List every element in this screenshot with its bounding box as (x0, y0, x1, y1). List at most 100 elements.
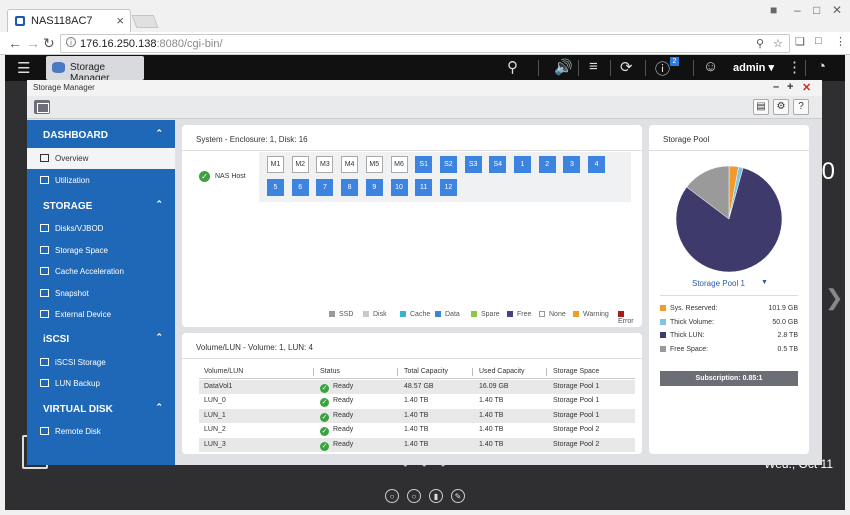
sidebar-item-storage-space[interactable]: Storage Space (27, 240, 175, 261)
sync-icon[interactable]: ⟳ (620, 59, 633, 76)
disk-slot-4[interactable]: 4 (588, 156, 606, 173)
section-iscsi[interactable]: iSCSI ⌃ (27, 326, 175, 352)
main-menu-icon[interactable]: ☰ (17, 60, 31, 77)
disk-slot-10[interactable]: 10 (390, 179, 408, 196)
disk-slot-1[interactable]: 1 (514, 156, 531, 173)
disk-slot-2[interactable]: 2 (538, 156, 556, 173)
table-row[interactable]: LUN_2 ✓ Ready 1.40 TB 1.40 TB Storage Pool 2 (199, 423, 635, 437)
table-row[interactable]: DataVol1 ✓ Ready 48.57 GB 16.09 GB Storage Po… (199, 380, 635, 394)
disk-slot-9[interactable]: 9 (365, 179, 383, 196)
window-title: Storage Manager (33, 83, 95, 92)
cache-icon (40, 267, 49, 275)
collapse-icon[interactable]: ⌃ (155, 402, 163, 412)
reload-icon[interactable]: ↻ (43, 35, 55, 51)
window-titlebar[interactable]: Storage Manager – + ✕ (27, 80, 822, 96)
settings-gear-icon[interactable]: ⚙ (773, 99, 789, 115)
disk-slot-11[interactable]: 11 (415, 179, 433, 196)
user-icon[interactable]: ☺ (703, 58, 719, 75)
disk-slot-m4[interactable]: M4 (341, 156, 359, 173)
minimize-icon[interactable]: – (794, 3, 801, 17)
disk-slot-s4[interactable]: S4 (489, 156, 507, 173)
sidebar-item-utilization[interactable]: Utilization (27, 170, 175, 191)
table-row[interactable]: LUN_3 ✓ Ready 1.40 TB 1.40 TB Storage Pool 2 (199, 437, 635, 452)
dropdown-arrow-icon[interactable]: ▼ (761, 279, 768, 286)
pool-breakdown-row: Free Space: 0.5 TB (660, 345, 798, 353)
close-window-icon[interactable]: ✕ (832, 3, 843, 17)
info-icon[interactable]: i (66, 37, 76, 47)
disk-slot-m5[interactable]: M5 (365, 156, 383, 173)
key-icon[interactable]: ⚲ (756, 38, 765, 50)
menu-icon[interactable]: ⋮ (835, 36, 846, 48)
window-close-icon[interactable]: ✕ (802, 82, 812, 94)
dock-app-icon-3[interactable]: ▮ (429, 489, 443, 503)
dock-app-icon-4[interactable]: ✎ (451, 489, 465, 503)
url-path: :8080/cgi-bin/ (156, 38, 223, 50)
sidebar-item-disks[interactable]: Disks/VJBOD (27, 218, 175, 239)
disk-slot-s2[interactable]: S2 (439, 156, 457, 173)
background-tasks-icon[interactable]: ≡ (589, 58, 598, 75)
notification-icon[interactable]: ⓘ (655, 61, 671, 78)
maximize-icon[interactable]: □ (813, 3, 821, 17)
collapse-icon[interactable]: ⌃ (155, 332, 163, 342)
back-icon[interactable]: ← (8, 35, 22, 51)
collapse-icon[interactable]: ⌃ (155, 128, 163, 138)
overview-icon (40, 154, 49, 162)
more-options-icon[interactable]: ⋮ (787, 59, 802, 76)
table-row[interactable]: LUN_0 ✓ Ready 1.40 TB 1.40 TB Storage Pool 1 (199, 394, 635, 408)
section-dashboard[interactable]: DASHBOARD ⌃ (27, 122, 175, 148)
disk-slot-s1[interactable]: S1 (415, 156, 433, 173)
extension-icon[interactable]: ❏ (795, 36, 805, 48)
section-label: iSCSI (43, 334, 70, 345)
disk-slot-8[interactable]: 8 (341, 179, 359, 196)
new-tab-button[interactable] (131, 15, 159, 28)
help-icon[interactable]: ? (793, 99, 809, 115)
next-page-arrow-icon[interactable]: ❯ (825, 285, 844, 310)
disk-slot-m3[interactable]: M3 (316, 156, 334, 173)
collapse-icon[interactable]: ⌃ (155, 199, 163, 209)
legend-label: SSD (339, 311, 354, 318)
disk-slot-s3[interactable]: S3 (464, 156, 482, 173)
sidebar-item-remote-disk[interactable]: Remote Disk (27, 421, 175, 442)
sidebar-item-lun-backup[interactable]: LUN Backup (27, 373, 175, 394)
window-maximize-icon[interactable]: + (787, 81, 794, 93)
legend-swatch (329, 311, 335, 317)
sidebar-item-external-device[interactable]: External Device (27, 304, 175, 325)
app-menu-icon[interactable] (34, 100, 50, 114)
disk-slot-m6[interactable]: M6 (390, 156, 408, 173)
table-row[interactable]: LUN_1 ✓ Ready 1.40 TB 1.40 TB Storage Pool 1 (199, 408, 635, 423)
disk-slot-7[interactable]: 7 (316, 179, 334, 196)
search-icon[interactable]: ⚲ (507, 59, 518, 76)
snapshot-icon[interactable]: ▤ (753, 99, 769, 115)
forward-icon[interactable]: → (26, 35, 40, 51)
address-bar[interactable]: i 176.16.250.138:8080/cgi-bin/ ⚲ ☆ (60, 34, 790, 53)
disk-slot-5[interactable]: 5 (267, 179, 284, 196)
disk-grid: M1 M2 M3 M4 M5 M6 S1 S2 S3 S4 1 2 3 4 5 6 7 8 9 10 11 12 (259, 152, 631, 202)
pool-selector[interactable]: Storage Pool 1 (692, 279, 745, 288)
disk-slot-12[interactable]: 12 (439, 179, 457, 196)
section-storage[interactable]: STORAGE ⌃ (27, 193, 175, 219)
dashboard-gauge-icon[interactable]: ◔ (817, 58, 827, 75)
dock-app-icon-2[interactable]: ○ (407, 489, 421, 503)
ready-check-icon: ✓ (320, 441, 329, 451)
storage-manager-taskbar-tab[interactable]: Storage Manager (46, 56, 144, 84)
star-icon[interactable]: ☆ (773, 38, 783, 50)
user-menu[interactable]: admin ▾ (733, 62, 774, 74)
dock-app-icon-1[interactable]: ○ (385, 489, 399, 503)
sidebar-item-overview[interactable]: Overview (27, 148, 175, 169)
sidebar-item-cache-acceleration[interactable]: Cache Acceleration (27, 261, 175, 282)
snapshot-icon (40, 289, 49, 297)
disk-slot-6[interactable]: 6 (291, 179, 309, 196)
browser-tab[interactable]: NAS118AC7 × (7, 9, 131, 32)
disk-slot-m1[interactable]: M1 (267, 156, 284, 173)
volume-icon[interactable]: 🔊 (554, 59, 573, 76)
tab-close-icon[interactable]: × (116, 13, 124, 28)
section-virtual-disk[interactable]: VIRTUAL DISK ⌃ (27, 396, 175, 422)
window-minimize-icon[interactable]: – (773, 81, 780, 93)
disk-slot-3[interactable]: 3 (563, 156, 581, 173)
disk-slot-m2[interactable]: M2 (291, 156, 309, 173)
user-profile-icon[interactable]: ■ (770, 3, 778, 17)
legend-ssd: SSD (329, 311, 353, 318)
sidebar-item-iscsi-storage[interactable]: iSCSI Storage (27, 352, 175, 373)
sidebar-item-snapshot[interactable]: Snapshot (27, 283, 175, 304)
extension2-icon[interactable]: □ (815, 35, 822, 47)
